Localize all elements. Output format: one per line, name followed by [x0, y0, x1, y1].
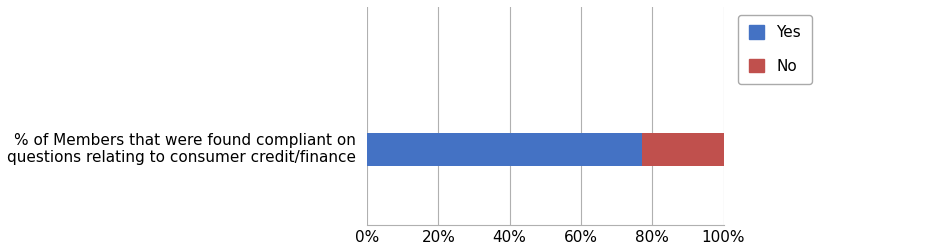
Bar [367, 133, 641, 166]
Bar [641, 133, 724, 166]
Legend: Yes, No: Yes, No [738, 15, 812, 84]
